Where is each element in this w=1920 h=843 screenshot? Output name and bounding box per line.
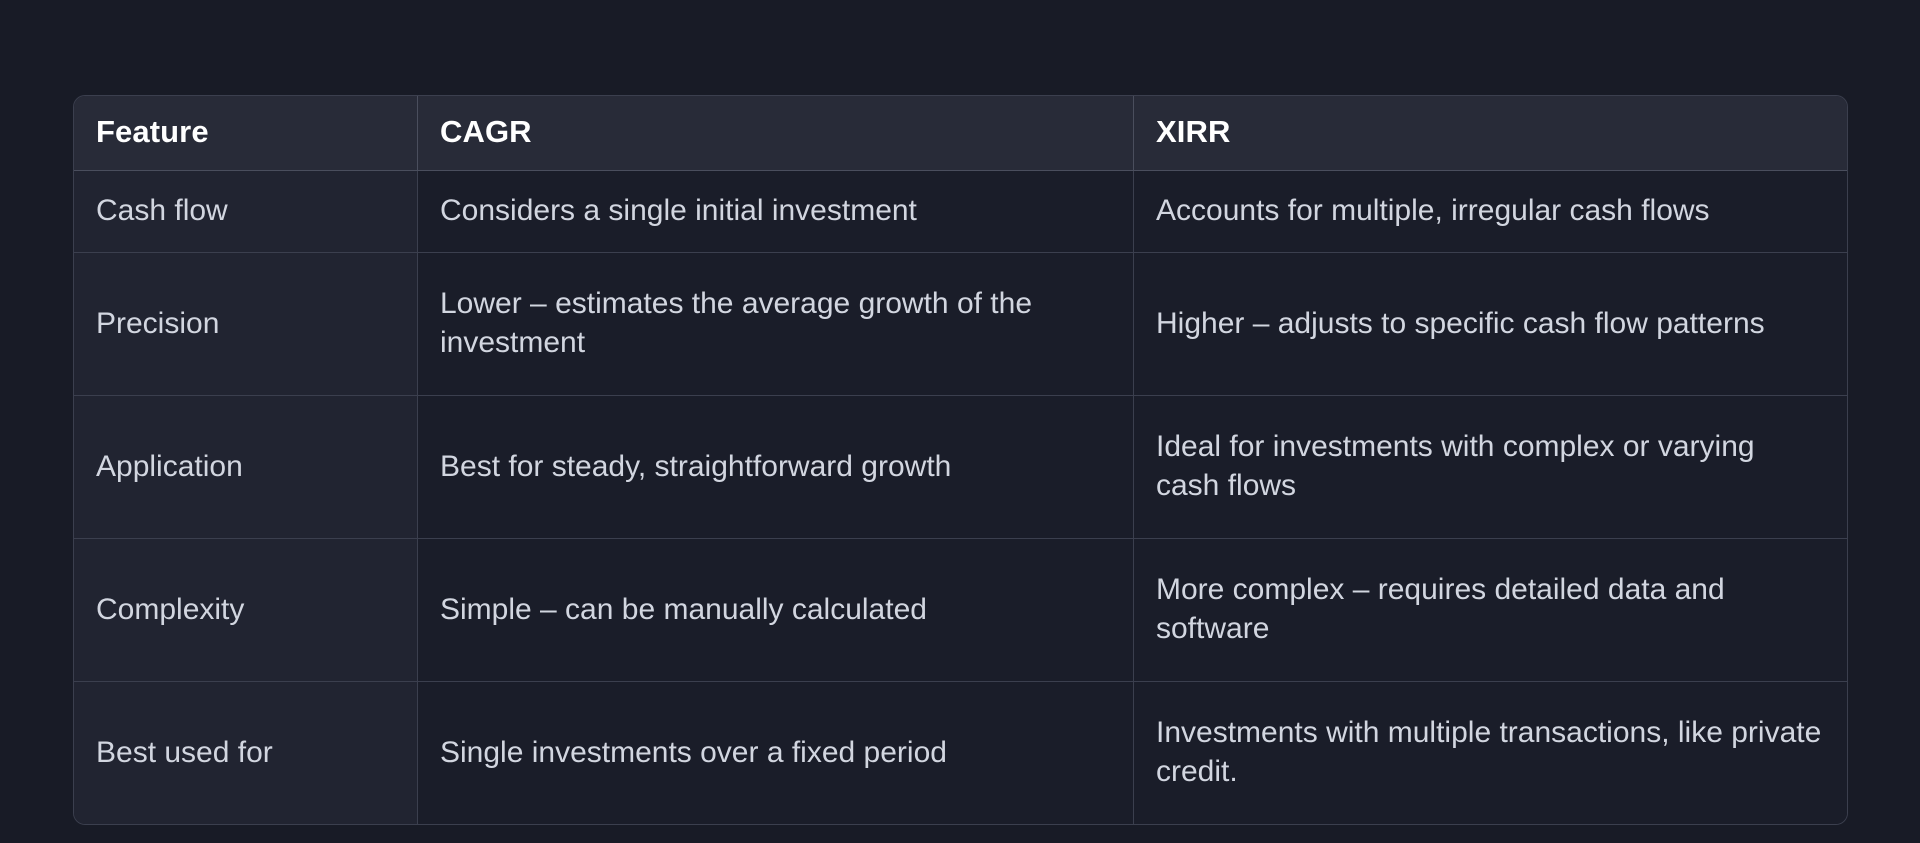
- cell-xirr: Ideal for investments with complex or va…: [1133, 395, 1847, 538]
- cell-xirr: More complex – requires detailed data an…: [1133, 538, 1847, 681]
- cell-cagr: Lower – estimates the average growth of …: [417, 252, 1133, 395]
- cell-feature: Complexity: [74, 538, 417, 681]
- cell-cagr: Best for steady, straightforward growth: [417, 395, 1133, 538]
- cell-cagr: Single investments over a fixed period: [417, 681, 1133, 824]
- column-header-xirr: XIRR: [1133, 96, 1847, 171]
- cell-xirr: Accounts for multiple, irregular cash fl…: [1133, 171, 1847, 252]
- table-row: Application Best for steady, straightfor…: [74, 395, 1847, 538]
- cell-feature: Application: [74, 395, 417, 538]
- table-header: Feature CAGR XIRR: [74, 96, 1847, 171]
- table-header-row: Feature CAGR XIRR: [74, 96, 1847, 171]
- table-row: Complexity Simple – can be manually calc…: [74, 538, 1847, 681]
- column-header-cagr: CAGR: [417, 96, 1133, 171]
- comparison-table-container: Feature CAGR XIRR Cash flow Considers a …: [73, 95, 1848, 825]
- table-body: Cash flow Considers a single initial inv…: [74, 171, 1847, 824]
- cell-feature: Best used for: [74, 681, 417, 824]
- cell-cagr: Simple – can be manually calculated: [417, 538, 1133, 681]
- cagr-xirr-comparison-table: Feature CAGR XIRR Cash flow Considers a …: [73, 95, 1848, 825]
- cell-xirr: Higher – adjusts to specific cash flow p…: [1133, 252, 1847, 395]
- cell-cagr: Considers a single initial investment: [417, 171, 1133, 252]
- cell-feature: Cash flow: [74, 171, 417, 252]
- column-header-feature: Feature: [74, 96, 417, 171]
- table-row: Cash flow Considers a single initial inv…: [74, 171, 1847, 252]
- cell-feature: Precision: [74, 252, 417, 395]
- table-row: Best used for Single investments over a …: [74, 681, 1847, 824]
- cell-xirr: Investments with multiple transactions, …: [1133, 681, 1847, 824]
- table-row: Precision Lower – estimates the average …: [74, 252, 1847, 395]
